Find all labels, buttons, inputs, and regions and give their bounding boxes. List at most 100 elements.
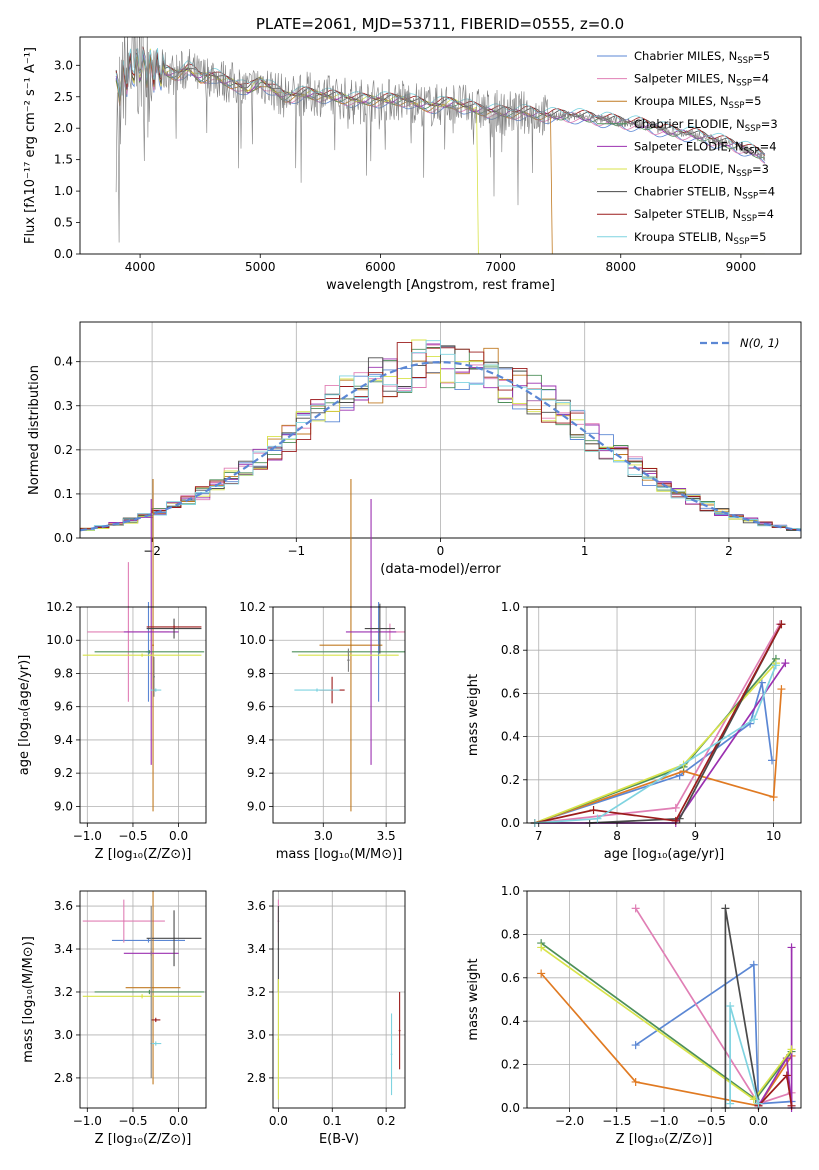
y-axis-label: mass [log₁₀(M/M⊙)] (21, 936, 36, 1063)
data-point (141, 654, 143, 657)
x-tick-label: 0 (437, 544, 445, 558)
axes-box (79, 890, 207, 1109)
data-point (150, 991, 153, 993)
y-tick-label: 0.6 (501, 971, 520, 985)
data-marker (631, 1077, 640, 1086)
data-marker (721, 904, 730, 913)
y-tick-label: 9.2 (247, 766, 266, 780)
axes-frame: −1.0 −0.5 0.0 2.8 3.0 3.2 3.4 3.6 Z [log₁₀(Z/Z⊙)… (21, 890, 207, 1147)
data-point (153, 675, 155, 678)
panel-age-vs-metallicity: −1.0 −0.5 0.0 9.0 9.2 9.4 9.6 9.8 10.0 10.2 Z [log… (17, 479, 207, 862)
legend-label: Kroupa MILES, NSSP=5 (634, 94, 761, 111)
y-tick-label: 9.2 (54, 766, 73, 780)
series-line (534, 658, 777, 824)
axes-frame: −2.0 −1.5 −1.0 −0.5 0.0 0.0 0.2 0.4 0.6 0.8 1.0 Z [… (466, 884, 802, 1147)
y-tick-label: 0.4 (54, 355, 73, 369)
legend-label: Chabrier ELODIE, NSSP=3 (634, 117, 778, 134)
axes-box (526, 606, 802, 824)
y-axis-label: mass weight (466, 958, 481, 1040)
x-axis-label: wavelength [Angstrom, rest frame] (326, 278, 555, 293)
data-point (398, 1029, 401, 1032)
data-marker (782, 1071, 791, 1080)
y-tick-label: 3.4 (54, 942, 73, 956)
series-line (634, 907, 792, 1105)
x-tick-label: 8000 (605, 260, 636, 274)
model-line (115, 46, 766, 156)
y-tick-label: 0.5 (54, 216, 73, 230)
data-marker (787, 1101, 796, 1110)
x-axis-label: Z [log₁₀(Z/Z⊙)] (95, 847, 192, 862)
data-point (390, 1053, 393, 1056)
y-tick-label: 10.2 (239, 600, 266, 614)
data-point (173, 937, 175, 940)
x-tick-label: 0.0 (169, 829, 188, 843)
series-line (534, 682, 773, 824)
x-tick-label: 3.5 (377, 829, 396, 843)
y-tick-label: 0.2 (501, 1058, 520, 1072)
data-marker (631, 1041, 640, 1050)
data-point (378, 627, 381, 630)
legend-label: Chabrier MILES, NSSP=5 (634, 49, 770, 66)
data-marker (593, 814, 602, 823)
y-tick-label: 3.0 (54, 58, 73, 72)
y-tick-label: 3.0 (54, 1028, 73, 1042)
data-marker (787, 1045, 796, 1054)
x-tick-label: −0.5 (118, 1114, 147, 1128)
y-tick-label: 0.2 (54, 443, 73, 457)
data-point (277, 1038, 280, 1041)
y-tick-label: 2.5 (54, 90, 73, 104)
x-tick-label: 9000 (726, 260, 757, 274)
x-tick-label: −2 (143, 544, 161, 558)
y-tick-label: 1.0 (501, 884, 520, 898)
data-marker (769, 793, 778, 802)
axes-box (79, 36, 802, 255)
x-tick-label: 0.0 (269, 1114, 288, 1128)
x-tick-label: 0.2 (377, 1114, 396, 1128)
y-tick-label: 9.6 (54, 700, 73, 714)
y-tick-label: 1.5 (54, 153, 73, 167)
panel-mass-vs-ebv: 0.0 0.1 0.2 2.8 3.0 3.2 3.4 3.6 E(B-V) (247, 890, 406, 1147)
axes-box (79, 606, 207, 824)
y-tick-label: 0.0 (54, 531, 73, 545)
y-tick-label: 3.2 (247, 985, 266, 999)
data-marker (787, 943, 796, 952)
panel-age-vs-mass: 3.0 3.5 9.0 9.2 9.4 9.6 9.8 10.0 10.2 mass [log₁₀… (239, 479, 406, 862)
data-point (154, 1019, 157, 1021)
y-tick-label: 0.3 (54, 399, 73, 413)
y-tick-label: 0.0 (501, 1101, 520, 1115)
x-tick-label: 8 (613, 829, 621, 843)
axes-box (272, 890, 406, 1109)
axes-frame: 4000 5000 6000 7000 8000 9000 0.0 0.5 1.0 1.5 2.0 2… (23, 36, 802, 293)
series-line (534, 664, 777, 824)
data-point (141, 995, 143, 998)
x-tick-label: 1 (581, 544, 589, 558)
y-tick-label: 9.4 (54, 733, 73, 747)
axes-frame: 0.0 0.1 0.2 2.8 3.0 3.2 3.4 3.6 E(B-V) (247, 890, 406, 1147)
histogram-step (80, 340, 801, 531)
panel-spectrum: 4000 5000 6000 7000 8000 9000 0.0 0.5 1.0 1.5 2.0 2… (23, 36, 802, 293)
y-tick-label: 9.0 (54, 799, 73, 813)
data-point (154, 1042, 157, 1045)
x-tick-label: 9 (691, 829, 699, 843)
plot-area (537, 904, 796, 1112)
y-tick-label: 10.0 (46, 633, 73, 647)
data-marker (771, 661, 780, 670)
y-tick-label: 3.6 (247, 899, 266, 913)
y-tick-label: 0.0 (54, 247, 73, 261)
axes-frame: −1.0 −0.5 0.0 9.0 9.2 9.4 9.6 9.8 10.0 10.2 Z [log… (17, 600, 207, 862)
axes-frame: 3.0 3.5 9.0 9.2 9.4 9.6 9.8 10.0 10.2 mass [log₁₀… (239, 600, 406, 862)
plot-area (115, 37, 766, 254)
y-tick-label: 9.6 (247, 700, 266, 714)
data-marker (671, 803, 680, 812)
data-marker (631, 904, 640, 913)
y-tick-label: 2.8 (54, 1071, 73, 1085)
x-tick-label: 0.1 (323, 1114, 342, 1128)
model-line (115, 48, 765, 254)
plot-area (291, 479, 405, 812)
legend-label: Salpeter ELODIE, NSSP=4 (634, 139, 777, 156)
y-tick-label: 3.0 (247, 1028, 266, 1042)
y-tick-label: 0.6 (501, 686, 520, 700)
data-spectrum-line (115, 37, 766, 243)
y-tick-label: 2.0 (54, 121, 73, 135)
